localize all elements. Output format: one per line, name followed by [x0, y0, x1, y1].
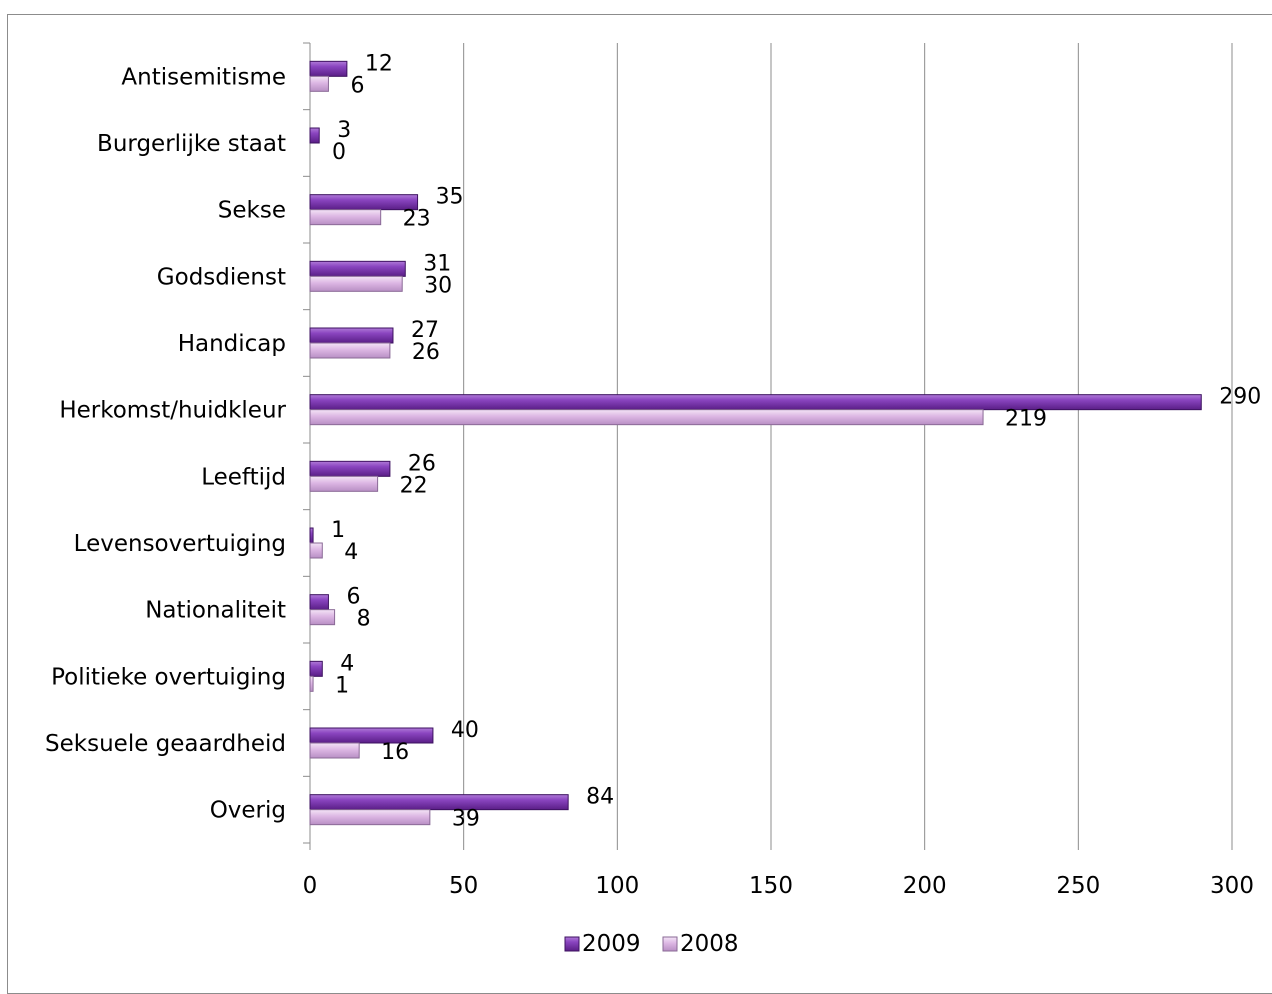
legend-label: 2008 — [680, 931, 739, 957]
data-label-2008: 26 — [412, 340, 440, 365]
bar-2008 — [309, 342, 391, 359]
chart-area — [7, 14, 1272, 994]
legend-swatch-2008 — [662, 936, 678, 952]
data-label-2009: 35 — [436, 185, 464, 210]
bar-2008 — [309, 742, 360, 759]
bar-2009 — [309, 327, 394, 344]
data-label-2008: 16 — [381, 740, 409, 765]
data-label-2008: 0 — [332, 140, 346, 165]
data-label-2008: 39 — [452, 807, 480, 832]
data-label-2008: 219 — [1005, 407, 1047, 432]
legend-swatch-2009 — [564, 936, 580, 952]
data-label-2009: 31 — [423, 251, 451, 276]
data-label-2009: 290 — [1219, 385, 1261, 410]
category-label: Leeftijd — [201, 464, 286, 490]
bar-2008 — [309, 275, 403, 292]
data-label-2008: 4 — [344, 540, 358, 565]
category-label: Overig — [210, 798, 286, 824]
x-tick-label: 250 — [1056, 873, 1100, 899]
data-label-2009: 4 — [340, 651, 354, 676]
x-tick-label: 100 — [595, 873, 639, 899]
data-label-2009: 40 — [451, 718, 479, 743]
bar-2009 — [309, 660, 323, 677]
data-label-2008: 30 — [424, 273, 452, 298]
bar-2009 — [309, 460, 391, 477]
data-label-2009: 6 — [346, 585, 360, 610]
bar-2008 — [309, 675, 314, 692]
data-label-2009: 12 — [365, 51, 393, 76]
bar-2009 — [309, 594, 329, 611]
data-label-2009: 26 — [408, 451, 436, 476]
bar-2008 — [309, 75, 329, 92]
bar-2009 — [309, 727, 434, 744]
x-tick-label: 50 — [449, 873, 478, 899]
bar-2008 — [309, 475, 379, 492]
data-label-2009: 27 — [411, 318, 439, 343]
data-label-2008: 1 — [335, 673, 349, 698]
data-label-2009: 1 — [331, 518, 345, 543]
category-label: Nationaliteit — [145, 598, 286, 624]
bar-2009 — [309, 194, 419, 211]
data-label-2008: 8 — [357, 607, 371, 632]
bar-2009 — [309, 127, 320, 144]
bar-2009 — [309, 527, 314, 544]
x-tick-label: 200 — [903, 873, 947, 899]
category-label: Burgerlijke staat — [97, 131, 286, 157]
category-label: Politieke overtuiging — [51, 664, 286, 690]
bar-2008 — [309, 609, 336, 626]
legend-label: 2009 — [582, 931, 641, 957]
category-label: Seksuele geaardheid — [45, 731, 286, 757]
bar-2009 — [309, 260, 406, 277]
data-label-2008: 6 — [350, 73, 364, 98]
category-label: Antisemitisme — [121, 64, 286, 90]
data-label-2009: 3 — [337, 118, 351, 143]
bar-2009 — [309, 60, 348, 77]
bar-2008 — [309, 542, 323, 559]
x-tick-label: 0 — [303, 873, 318, 899]
data-label-2009: 84 — [586, 785, 614, 810]
category-label: Handicap — [178, 331, 286, 357]
bar-2009 — [309, 394, 1202, 411]
data-label-2008: 23 — [403, 207, 431, 232]
data-label-2008: 22 — [400, 473, 428, 498]
bar-2008 — [309, 209, 382, 226]
bar-2008 — [309, 809, 431, 826]
category-label: Sekse — [218, 198, 286, 224]
bar-2008 — [309, 409, 984, 426]
bar-2009 — [309, 794, 569, 811]
category-label: Godsdienst — [157, 264, 286, 290]
category-label: Levensovertuiging — [74, 531, 286, 557]
x-tick-label: 300 — [1210, 873, 1254, 899]
x-tick-label: 150 — [749, 873, 793, 899]
category-label: Herkomst/huidkleur — [59, 398, 286, 424]
